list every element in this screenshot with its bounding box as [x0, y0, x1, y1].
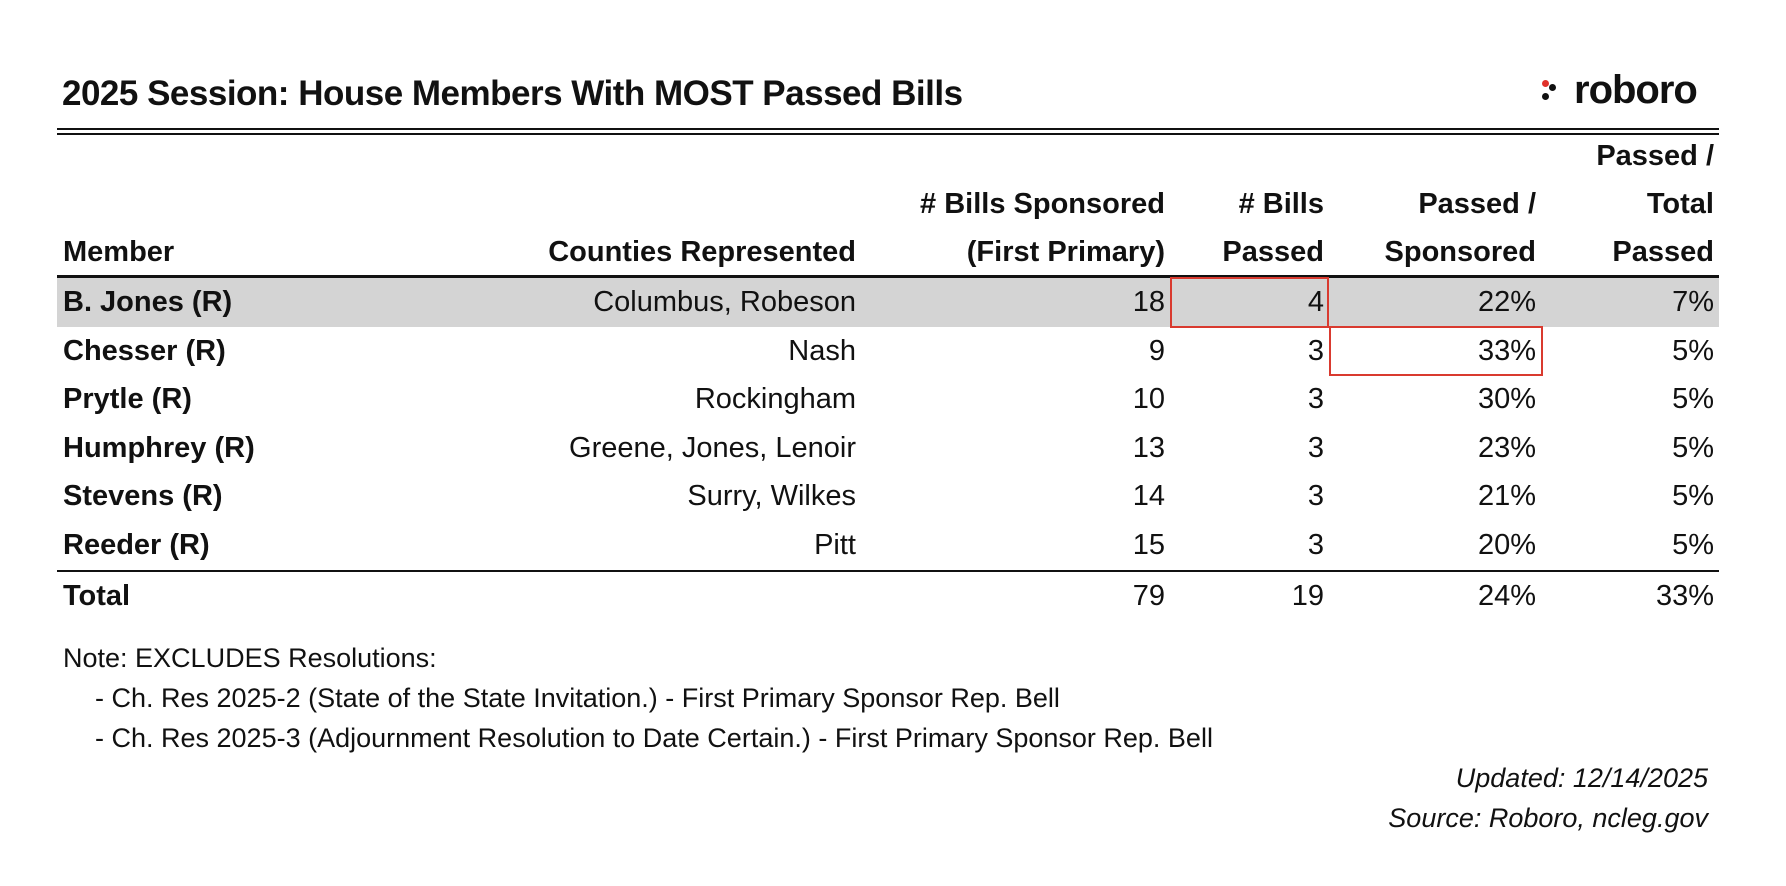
total-passed-total: 33% [1655, 580, 1714, 612]
column-header-passed-sponsored: Sponsored [1384, 236, 1536, 268]
cell-passed-total: 5% [1672, 383, 1714, 415]
highlighted-row-band [57, 278, 1719, 327]
cell-passed: 3 [1307, 431, 1324, 464]
header-rule [57, 275, 1719, 278]
logo-dot [1542, 93, 1549, 100]
updated-date: Updated: 12/14/2025 [1455, 763, 1708, 793]
dot-cluster-icon [1540, 75, 1560, 105]
column-header-sponsored: # Bills Sponsored [920, 188, 1165, 220]
cell-passed: 3 [1307, 334, 1324, 367]
cell-counties: Columbus, Robeson [593, 286, 856, 318]
column-header-passed: Passed [1222, 236, 1324, 268]
cell-passed-sponsored: 20% [1477, 528, 1536, 561]
column-header-passed-total: Total [1646, 188, 1714, 220]
column-header-passed-sponsored: Passed / [1418, 188, 1536, 220]
cell-sponsored: 15 [1132, 528, 1165, 561]
cell-passed-total: 5% [1672, 334, 1714, 367]
cell-passed-total: 5% [1672, 431, 1714, 464]
logo-wordmark: roboro [1574, 68, 1698, 112]
logo-dot [1549, 84, 1556, 91]
cell-counties: Greene, Jones, Lenoir [569, 431, 856, 464]
total-passed: 19 [1291, 580, 1324, 612]
table-title: 2025 Session: House Members With MOST Pa… [62, 74, 963, 113]
column-header-passed-total: Passed [1612, 236, 1714, 268]
cell-sponsored: 18 [1132, 286, 1165, 318]
cell-member: Prytle (R) [63, 383, 192, 415]
title-rule-bottom [57, 133, 1719, 135]
cell-passed-sponsored: 30% [1477, 383, 1536, 415]
cell-member: Stevens (R) [63, 480, 223, 512]
cell-counties: Pitt [814, 528, 856, 561]
cell-passed-sponsored: 22% [1477, 286, 1536, 318]
total-sponsored: 79 [1132, 580, 1165, 612]
cell-passed-sponsored: 21% [1477, 480, 1536, 512]
roboro-logo: roboro [1540, 68, 1698, 112]
cell-passed: 4 [1307, 286, 1324, 318]
cell-passed-total: 7% [1672, 286, 1714, 318]
cell-member: B. Jones (R) [63, 286, 233, 318]
cell-passed: 3 [1307, 528, 1324, 561]
column-header-counties: Counties Represented [548, 236, 856, 268]
column-header-member: Member [63, 236, 175, 268]
note-heading: Note: EXCLUDES Resolutions: [63, 643, 437, 673]
cell-member: Reeder (R) [63, 528, 210, 561]
column-header-sponsored: (First Primary) [966, 236, 1165, 268]
cell-member: Chesser (R) [63, 334, 226, 367]
column-header-passed-total: Passed / [1596, 140, 1714, 172]
total-member: Total [63, 580, 131, 612]
callout-box [1170, 277, 1329, 328]
cell-sponsored: 14 [1132, 480, 1165, 512]
title-rule-top [57, 128, 1719, 130]
cell-counties: Nash [788, 334, 856, 367]
cell-passed-sponsored: 23% [1477, 431, 1536, 464]
note-item: - Ch. Res 2025-2 (State of the State Inv… [95, 683, 1060, 713]
column-header-passed: # Bills [1238, 188, 1324, 220]
total-rule [57, 570, 1719, 572]
cell-member: Humphrey (R) [63, 431, 255, 464]
cell-passed: 3 [1307, 480, 1324, 512]
cell-counties: Rockingham [694, 383, 856, 415]
cell-sponsored: 9 [1148, 334, 1165, 367]
callout-box [1329, 325, 1543, 376]
cell-passed-total: 5% [1672, 480, 1714, 512]
source-credit: Source: Roboro, ncleg.gov [1388, 803, 1708, 833]
cell-counties: Surry, Wilkes [687, 480, 856, 512]
logo-dot [1542, 80, 1549, 87]
cell-sponsored: 10 [1132, 383, 1165, 415]
cell-passed: 3 [1307, 383, 1324, 415]
total-passed-sponsored: 24% [1477, 580, 1536, 612]
cell-passed-total: 5% [1672, 528, 1714, 561]
cell-passed-sponsored: 33% [1477, 334, 1536, 367]
note-item: - Ch. Res 2025-3 (Adjournment Resolution… [95, 723, 1213, 753]
cell-sponsored: 13 [1132, 431, 1165, 464]
